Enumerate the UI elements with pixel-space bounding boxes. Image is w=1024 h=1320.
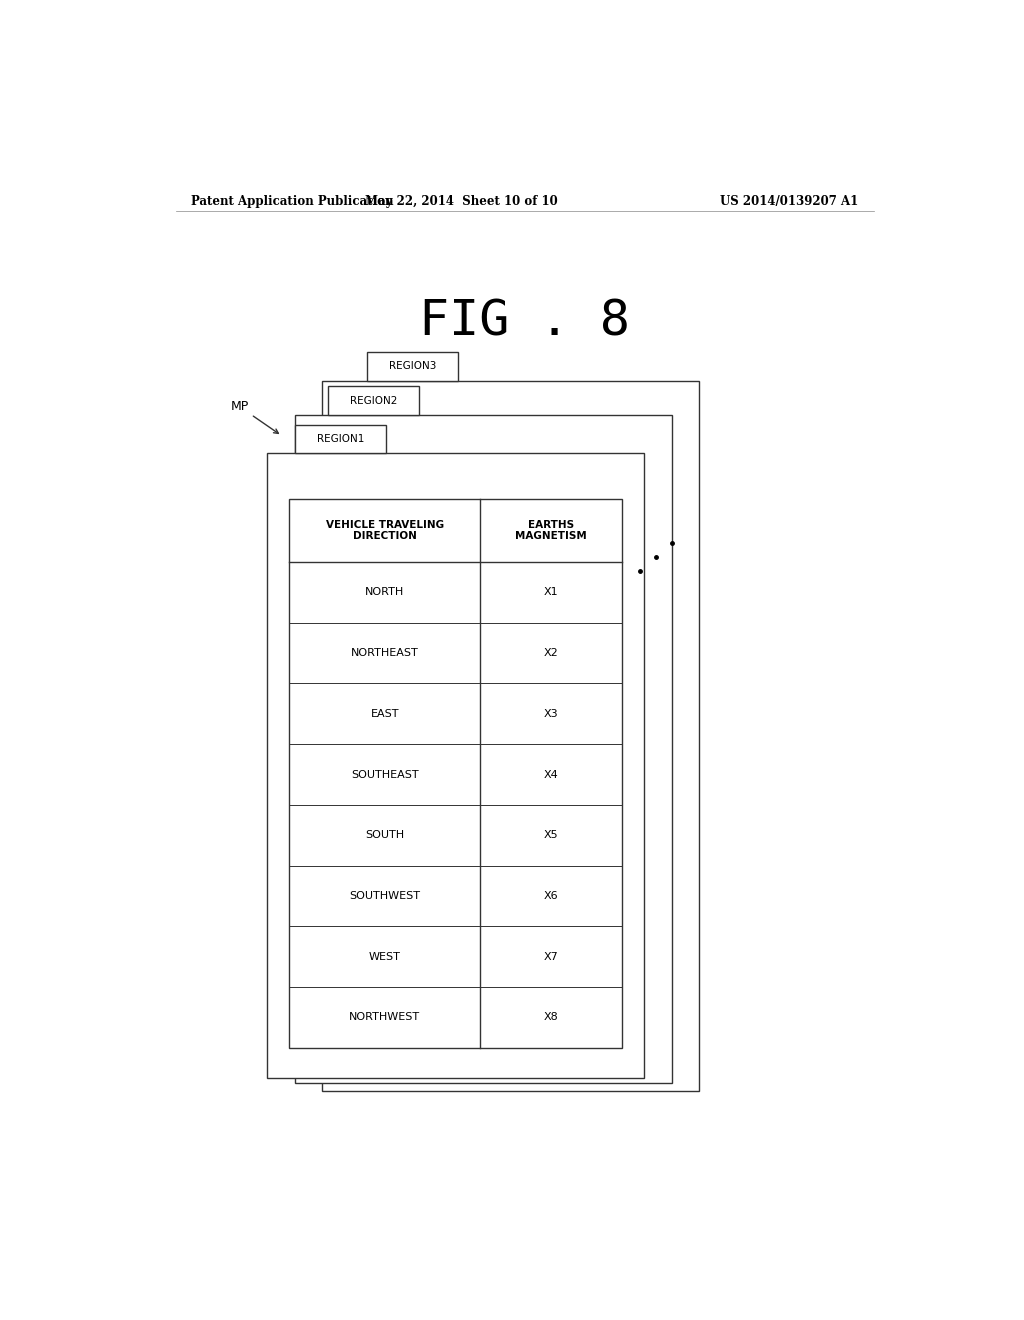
Bar — [295, 425, 386, 453]
Text: NORTHEAST: NORTHEAST — [351, 648, 419, 659]
Bar — [367, 352, 458, 380]
Text: WEST: WEST — [369, 952, 400, 962]
Text: VEHICLE TRAVELING
DIRECTION: VEHICLE TRAVELING DIRECTION — [326, 520, 443, 541]
Bar — [328, 387, 419, 414]
Text: Patent Application Publication: Patent Application Publication — [191, 194, 394, 207]
Text: X5: X5 — [544, 830, 558, 841]
Bar — [295, 414, 672, 1082]
Text: SOUTHWEST: SOUTHWEST — [349, 891, 420, 902]
Text: SOUTH: SOUTH — [366, 830, 404, 841]
Text: X4: X4 — [544, 770, 558, 780]
Bar — [267, 453, 644, 1078]
Text: EARTHS
MAGNETISM: EARTHS MAGNETISM — [515, 520, 587, 541]
Text: X1: X1 — [544, 587, 558, 598]
Text: NORTH: NORTH — [366, 587, 404, 598]
Text: X7: X7 — [544, 952, 558, 962]
Text: REGION1: REGION1 — [316, 434, 364, 444]
Text: US 2014/0139207 A1: US 2014/0139207 A1 — [720, 194, 858, 207]
Text: FIG . 8: FIG . 8 — [420, 297, 630, 345]
Bar — [289, 499, 622, 1048]
Text: X3: X3 — [544, 709, 558, 719]
Text: NORTHWEST: NORTHWEST — [349, 1012, 420, 1023]
Text: May 22, 2014  Sheet 10 of 10: May 22, 2014 Sheet 10 of 10 — [365, 194, 558, 207]
Bar — [323, 380, 699, 1092]
Text: X2: X2 — [544, 648, 558, 659]
Text: MP: MP — [231, 400, 250, 413]
Text: EAST: EAST — [371, 709, 399, 719]
Text: REGION2: REGION2 — [350, 396, 397, 405]
Text: REGION3: REGION3 — [389, 362, 436, 371]
Text: X8: X8 — [544, 1012, 558, 1023]
Text: SOUTHEAST: SOUTHEAST — [351, 770, 419, 780]
Text: X6: X6 — [544, 891, 558, 902]
